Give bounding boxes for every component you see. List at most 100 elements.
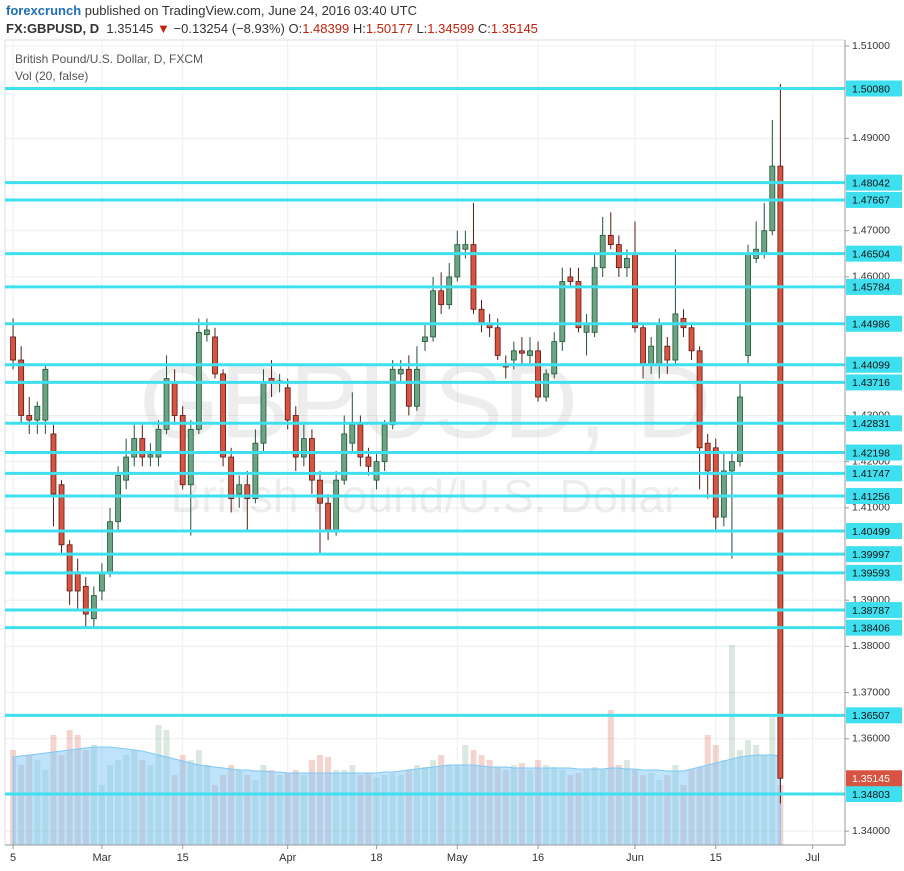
level-label-box xyxy=(846,465,902,482)
candle-body xyxy=(373,461,380,481)
level-label-box xyxy=(846,356,902,373)
candle-body xyxy=(632,253,638,329)
candle-body xyxy=(131,438,138,458)
x-tick-label: Mar xyxy=(92,852,111,864)
level-label: 1.45784 xyxy=(852,282,890,294)
candle-body xyxy=(656,322,663,366)
level-label-box xyxy=(846,315,902,332)
candle-body xyxy=(317,479,323,504)
candle-body xyxy=(50,433,57,495)
level-label-box xyxy=(846,546,902,563)
x-tick-label: May xyxy=(447,852,468,864)
candle-body xyxy=(462,244,469,250)
level-label: 1.44099 xyxy=(852,360,890,372)
author[interactable]: forexcrunch xyxy=(6,3,82,18)
level-label-box xyxy=(846,707,902,724)
x-tick-label: 15 xyxy=(177,852,189,864)
level-label-box xyxy=(846,522,902,539)
candle-body xyxy=(389,368,396,426)
candle-body xyxy=(284,387,291,421)
level-label: 1.38406 xyxy=(852,622,890,634)
candle-body xyxy=(187,428,194,486)
candle-body xyxy=(99,572,105,592)
ohlc-c-value: 1.35145 xyxy=(490,21,538,36)
candle-body xyxy=(664,345,671,361)
candle-body xyxy=(704,442,711,472)
candle-body xyxy=(292,415,299,458)
candle-body xyxy=(195,331,202,430)
level-label: 1.48042 xyxy=(852,177,890,189)
candle-body xyxy=(90,595,97,620)
candle-body xyxy=(10,336,16,361)
level-label: 1.36507 xyxy=(852,710,890,722)
level-label: 1.41256 xyxy=(852,491,890,503)
candle-body xyxy=(438,290,445,306)
published: published on TradingView.com, June 24, 2… xyxy=(84,3,417,18)
candle-body xyxy=(58,484,65,546)
level-label: 1.39997 xyxy=(852,549,890,561)
candle-body xyxy=(74,572,81,592)
change: −0.13254 (−8.93%) xyxy=(173,21,285,36)
candle-body xyxy=(470,244,477,310)
candle-body xyxy=(607,234,614,245)
x-tick-label: Jun xyxy=(626,852,644,864)
level-label: 1.44986 xyxy=(852,319,890,331)
candle-body xyxy=(147,454,154,458)
x-tick-label: 16 xyxy=(532,852,544,864)
candle-body xyxy=(575,281,582,329)
candle-body xyxy=(18,359,25,416)
level-label-box xyxy=(846,444,902,461)
chart-title: British Pound/U.S. Dollar, D, FXCM xyxy=(15,52,203,66)
level-label-box xyxy=(846,278,902,295)
candle-body xyxy=(236,484,243,495)
candle-body xyxy=(163,378,170,430)
ohlc-o-value: 1.48399 xyxy=(302,21,350,36)
candle-body xyxy=(365,456,372,467)
y-tick-label: 1.49000 xyxy=(852,132,890,144)
level-label-box xyxy=(846,174,902,191)
price: 1.35145 xyxy=(106,21,154,36)
level-label: 1.42198 xyxy=(852,447,890,459)
candle-body xyxy=(478,308,485,324)
chart-subtitle: Vol (20, false) xyxy=(15,69,88,83)
candle-body xyxy=(720,470,727,518)
candle-body xyxy=(527,350,533,356)
candle-body xyxy=(567,276,574,282)
level-label: 1.38787 xyxy=(852,605,890,617)
candle-body xyxy=(107,521,113,573)
candle-body xyxy=(672,313,679,361)
level-label: 1.43716 xyxy=(852,377,890,389)
y-tick-label: 1.38000 xyxy=(852,640,890,652)
candle-body xyxy=(333,479,340,532)
symbol: FX:GBPUSD, D xyxy=(6,21,100,36)
candle-body xyxy=(42,368,49,421)
last-price-label: 1.35145 xyxy=(852,773,890,785)
candle-body xyxy=(729,461,735,472)
level-label: 1.34803 xyxy=(852,789,890,801)
candle-body xyxy=(252,442,259,500)
candle-body xyxy=(737,396,743,463)
arrow: ▼ xyxy=(157,21,170,36)
level-label: 1.40499 xyxy=(852,526,890,538)
level-label: 1.47667 xyxy=(852,195,890,207)
candle-body xyxy=(494,327,501,356)
candle-body xyxy=(155,428,162,458)
candle-body xyxy=(510,350,517,361)
candle-body xyxy=(688,327,695,352)
candle-body xyxy=(535,350,541,398)
candle-body xyxy=(615,244,622,269)
header-line-1: forexcrunch published on TradingView.com… xyxy=(6,2,538,20)
candle-body xyxy=(591,267,598,333)
y-tick-label: 1.41000 xyxy=(852,502,890,514)
candle-body xyxy=(34,405,41,421)
ohlc-l-value: 1.34599 xyxy=(427,21,475,36)
candle-body xyxy=(599,234,606,269)
candle-body xyxy=(244,484,251,500)
candle-body xyxy=(696,350,703,449)
candle-body xyxy=(66,544,73,592)
candle-body xyxy=(405,368,412,407)
candle-body xyxy=(309,438,315,481)
level-label: 1.39593 xyxy=(852,568,890,580)
candle-body xyxy=(171,382,178,416)
